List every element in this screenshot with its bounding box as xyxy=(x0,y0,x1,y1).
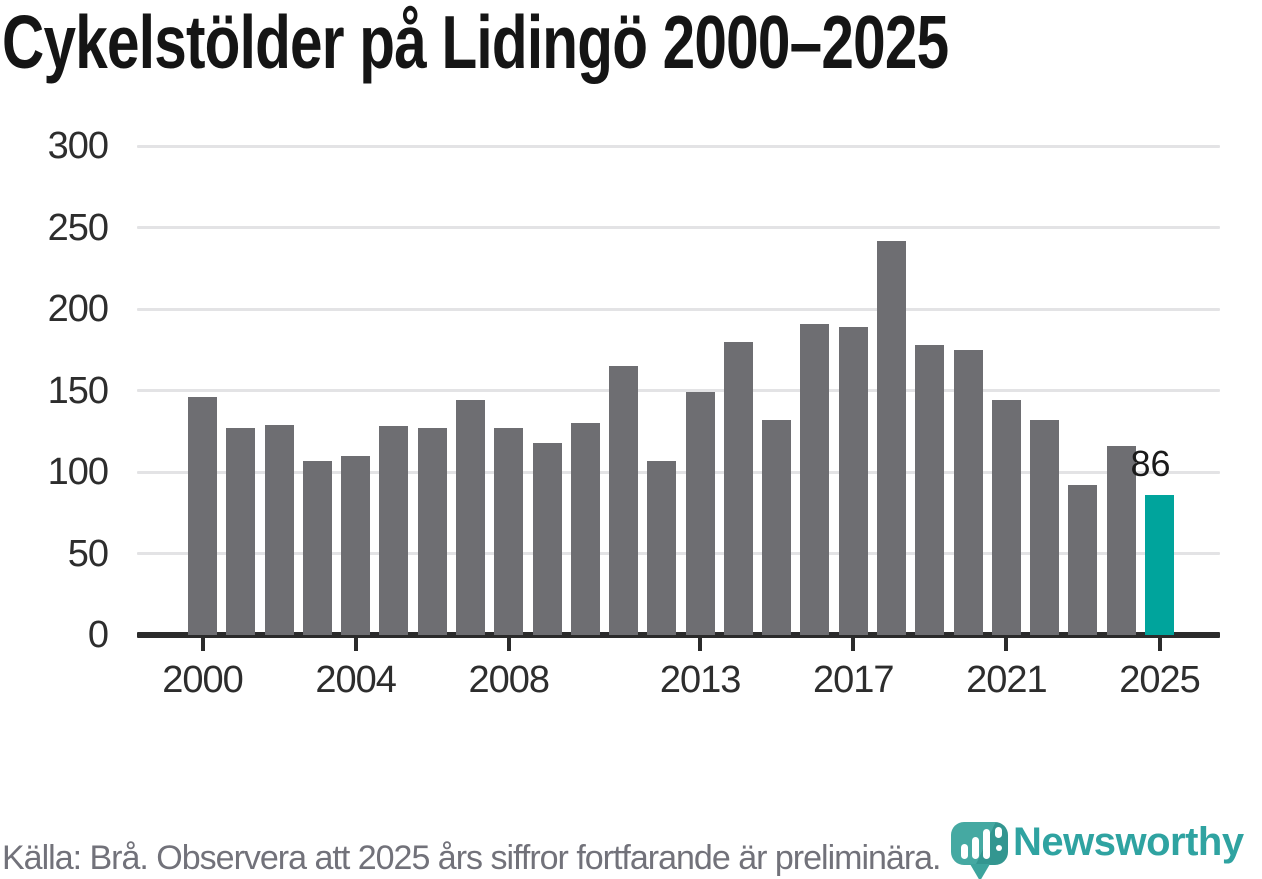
bar-2020 xyxy=(953,349,983,635)
logo-exclamation-dot-icon xyxy=(996,845,1002,851)
page-title: Cykelstölder på Lidingö 2000–2025 xyxy=(2,0,949,84)
y-axis-label-200: 200 xyxy=(47,288,109,330)
y-gridline-150 xyxy=(137,389,1220,392)
bar-2000 xyxy=(188,397,217,635)
logo-bar-medium-icon xyxy=(972,837,979,859)
bar-2019 xyxy=(915,344,945,635)
y-gridline-100 xyxy=(137,470,1220,474)
bar-2007 xyxy=(455,400,485,635)
x-tick-2025 xyxy=(1157,638,1162,651)
y-axis-label-50: 50 xyxy=(67,532,109,575)
x-axis-label-2000: 2000 xyxy=(162,659,244,701)
bar-2022 xyxy=(1030,419,1060,635)
y-axis-label-150: 150 xyxy=(47,369,109,412)
bar-2001 xyxy=(226,427,256,635)
bar-2004 xyxy=(341,455,371,635)
x-axis-label-2017: 2017 xyxy=(812,659,895,701)
newsworthy-pin-icon xyxy=(951,822,1008,865)
logo-exclamation-mark-icon xyxy=(995,827,1002,838)
bar-2025 xyxy=(1145,494,1174,635)
bar-2014 xyxy=(723,341,753,635)
newsworthy-pin-tail-icon xyxy=(970,864,990,879)
y-axis-label-0: 0 xyxy=(87,614,109,656)
bar-2011 xyxy=(609,366,639,635)
bar-2023 xyxy=(1068,485,1098,635)
y-axis-label-300: 300 xyxy=(47,125,109,167)
bar-2017 xyxy=(838,326,868,635)
logo-bar-small-icon xyxy=(961,844,968,859)
x-axis-label-2013: 2013 xyxy=(659,659,742,701)
bar-2016 xyxy=(800,323,830,635)
y-gridline-50 xyxy=(137,552,1220,555)
y-gridline-300 xyxy=(137,144,1220,148)
bar-2008 xyxy=(494,427,524,635)
x-axis-line xyxy=(137,632,1220,638)
bar-2002 xyxy=(264,424,294,635)
y-gridline-250 xyxy=(137,226,1220,229)
bar-2003 xyxy=(302,460,332,635)
x-tick-2021 xyxy=(1004,638,1009,651)
bar-2009 xyxy=(532,442,562,635)
x-axis-label-2004: 2004 xyxy=(315,659,397,701)
x-tick-2008 xyxy=(506,638,511,651)
x-tick-2000 xyxy=(200,638,205,651)
x-tick-2013 xyxy=(698,638,703,651)
x-tick-2004 xyxy=(353,638,358,651)
bar-2018 xyxy=(877,240,907,635)
source-note: Källa: Brå. Observera att 2025 års siffr… xyxy=(2,839,941,877)
y-axis-label-100: 100 xyxy=(47,451,109,493)
bar-2012 xyxy=(647,460,677,635)
bar-2015 xyxy=(762,419,792,635)
y-gridline-200 xyxy=(137,307,1220,311)
x-axis-label-2008: 2008 xyxy=(468,659,550,701)
newsworthy-logo: Newsworthy xyxy=(951,820,1261,879)
newsworthy-wordmark: Newsworthy xyxy=(1013,820,1244,864)
bar-2005 xyxy=(379,426,409,635)
bar-2006 xyxy=(417,427,447,635)
bar-2010 xyxy=(570,423,600,635)
bar-2024 xyxy=(1106,445,1136,635)
value-label-2025: 86 xyxy=(1130,442,1171,484)
y-axis-label-250: 250 xyxy=(47,206,109,249)
bar-2013 xyxy=(685,392,715,635)
logo-bar-tall-icon xyxy=(983,829,990,859)
x-axis-label-2025: 2025 xyxy=(1119,659,1201,701)
x-tick-2017 xyxy=(851,638,856,651)
x-axis-label-2021: 2021 xyxy=(966,659,1048,701)
bar-2021 xyxy=(991,400,1021,635)
